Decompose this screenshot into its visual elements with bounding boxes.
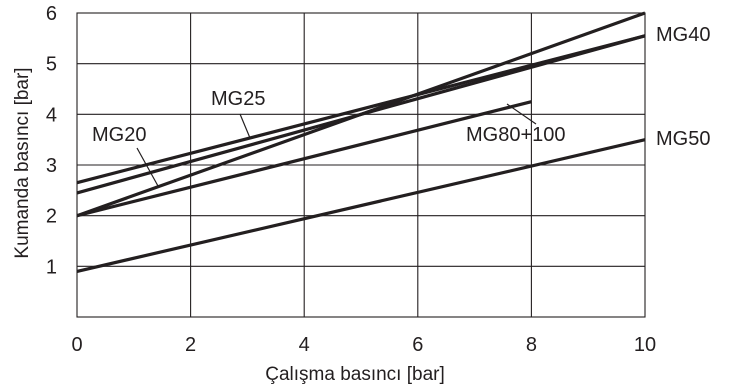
y-tick-label: 6 <box>46 3 57 25</box>
series-layer <box>76 11 646 273</box>
annotation-layer: MG20 MG25 MG40 MG80+100 MG50 <box>92 24 710 187</box>
y-axis-title: Kumanda basıncı [bar] <box>12 67 33 258</box>
y-tick-label: 3 <box>46 155 57 177</box>
series-line-mg40 <box>76 34 646 195</box>
y-tick-label: 5 <box>46 54 57 76</box>
y-tick-label: 4 <box>46 104 57 126</box>
y-tick-label: 1 <box>46 256 57 278</box>
x-tick-label: 8 <box>526 334 537 356</box>
series-label-mg80-100: MG80+100 <box>466 124 566 146</box>
x-tick-label: 2 <box>185 334 196 356</box>
series-line-mg80-100 <box>76 100 532 218</box>
series-label-mg50: MG50 <box>656 128 710 150</box>
leader-line-mg20 <box>136 147 159 187</box>
leader-line-mg80-100 <box>506 103 537 125</box>
x-tick-label: 10 <box>634 334 656 356</box>
y-tick-label: 2 <box>46 206 57 228</box>
x-axis-title: Çalışma basıncı [bar] <box>265 364 445 385</box>
series-line-mg25 <box>76 34 646 185</box>
series-label-mg20: MG20 <box>92 124 146 146</box>
x-tick-label: 6 <box>412 334 423 356</box>
series-label-mg25: MG25 <box>211 88 265 110</box>
x-tick-label: 0 <box>71 334 82 356</box>
leader-line-mg25 <box>239 113 251 139</box>
x-tick-label: 4 <box>299 334 310 356</box>
series-label-mg40: MG40 <box>656 24 710 46</box>
series-line-mg50 <box>76 138 646 273</box>
